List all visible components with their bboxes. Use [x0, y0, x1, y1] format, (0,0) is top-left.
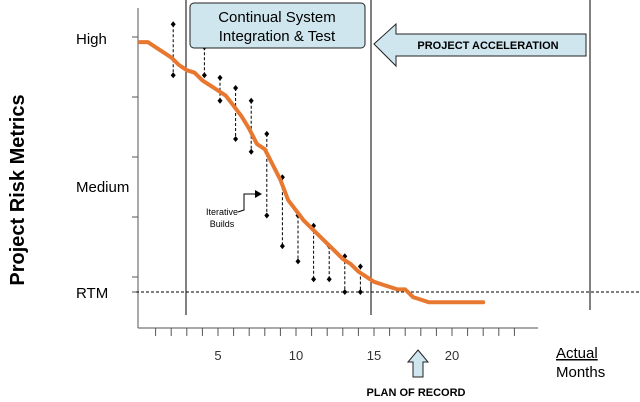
x-tick-label: 10	[289, 348, 303, 363]
error-bars	[170, 21, 363, 295]
ci-box-line2: Integration & Test	[219, 28, 336, 45]
error-bar-marker	[217, 97, 223, 104]
y-axis-ticks	[132, 36, 138, 293]
x-tick-label: 5	[214, 348, 221, 363]
error-bar-marker	[233, 85, 239, 91]
iterative-builds-label-line1: Iterative	[206, 207, 238, 217]
error-bar-marker	[357, 263, 363, 270]
error-bar-marker	[248, 97, 254, 104]
project-acceleration-label: PROJECT ACCELERATION	[417, 40, 558, 52]
error-bar-marker	[342, 289, 348, 295]
error-bar-marker	[233, 136, 239, 142]
error-bar-marker	[326, 276, 332, 283]
plan-of-record-arrow	[406, 349, 430, 378]
x-tick-label: 20	[445, 348, 459, 363]
iterative-builds-leader	[237, 193, 258, 213]
level-medium-label: Medium	[76, 179, 129, 196]
error-bar-marker	[295, 258, 301, 265]
x-axis-tick-labels: 5 10 15 20	[214, 348, 459, 363]
project-acceleration-arrow	[373, 22, 587, 68]
iterative-builds-label-line2: Builds	[210, 219, 235, 229]
y-axis-title: Project Risk Metrics	[7, 94, 29, 285]
error-bar-marker	[170, 21, 176, 28]
error-bar-marker	[264, 130, 270, 137]
x-axis-ticks	[155, 328, 515, 336]
level-high-label: High	[76, 31, 107, 48]
level-rtm-label: RTM	[76, 285, 108, 302]
error-bar-marker	[170, 72, 176, 79]
x-tick-label: 15	[367, 348, 381, 363]
error-bar-marker	[248, 148, 254, 155]
x-axis-title-line2: Months	[556, 364, 605, 381]
error-bar-marker	[357, 289, 363, 295]
error-bar-marker	[217, 74, 223, 81]
x-axis-title-line1: Actual	[556, 345, 598, 362]
ci-box	[189, 2, 366, 49]
iterative-builds-arrowhead	[255, 190, 262, 198]
error-bar-marker	[201, 72, 207, 79]
error-bar-marker	[264, 212, 270, 219]
risk-curve	[138, 40, 486, 305]
error-bar-marker	[311, 276, 317, 283]
ci-box-line1: Continual System	[218, 9, 336, 26]
plan-of-record-label: PLAN OF RECORD	[367, 387, 466, 399]
error-bar-marker	[279, 243, 285, 250]
